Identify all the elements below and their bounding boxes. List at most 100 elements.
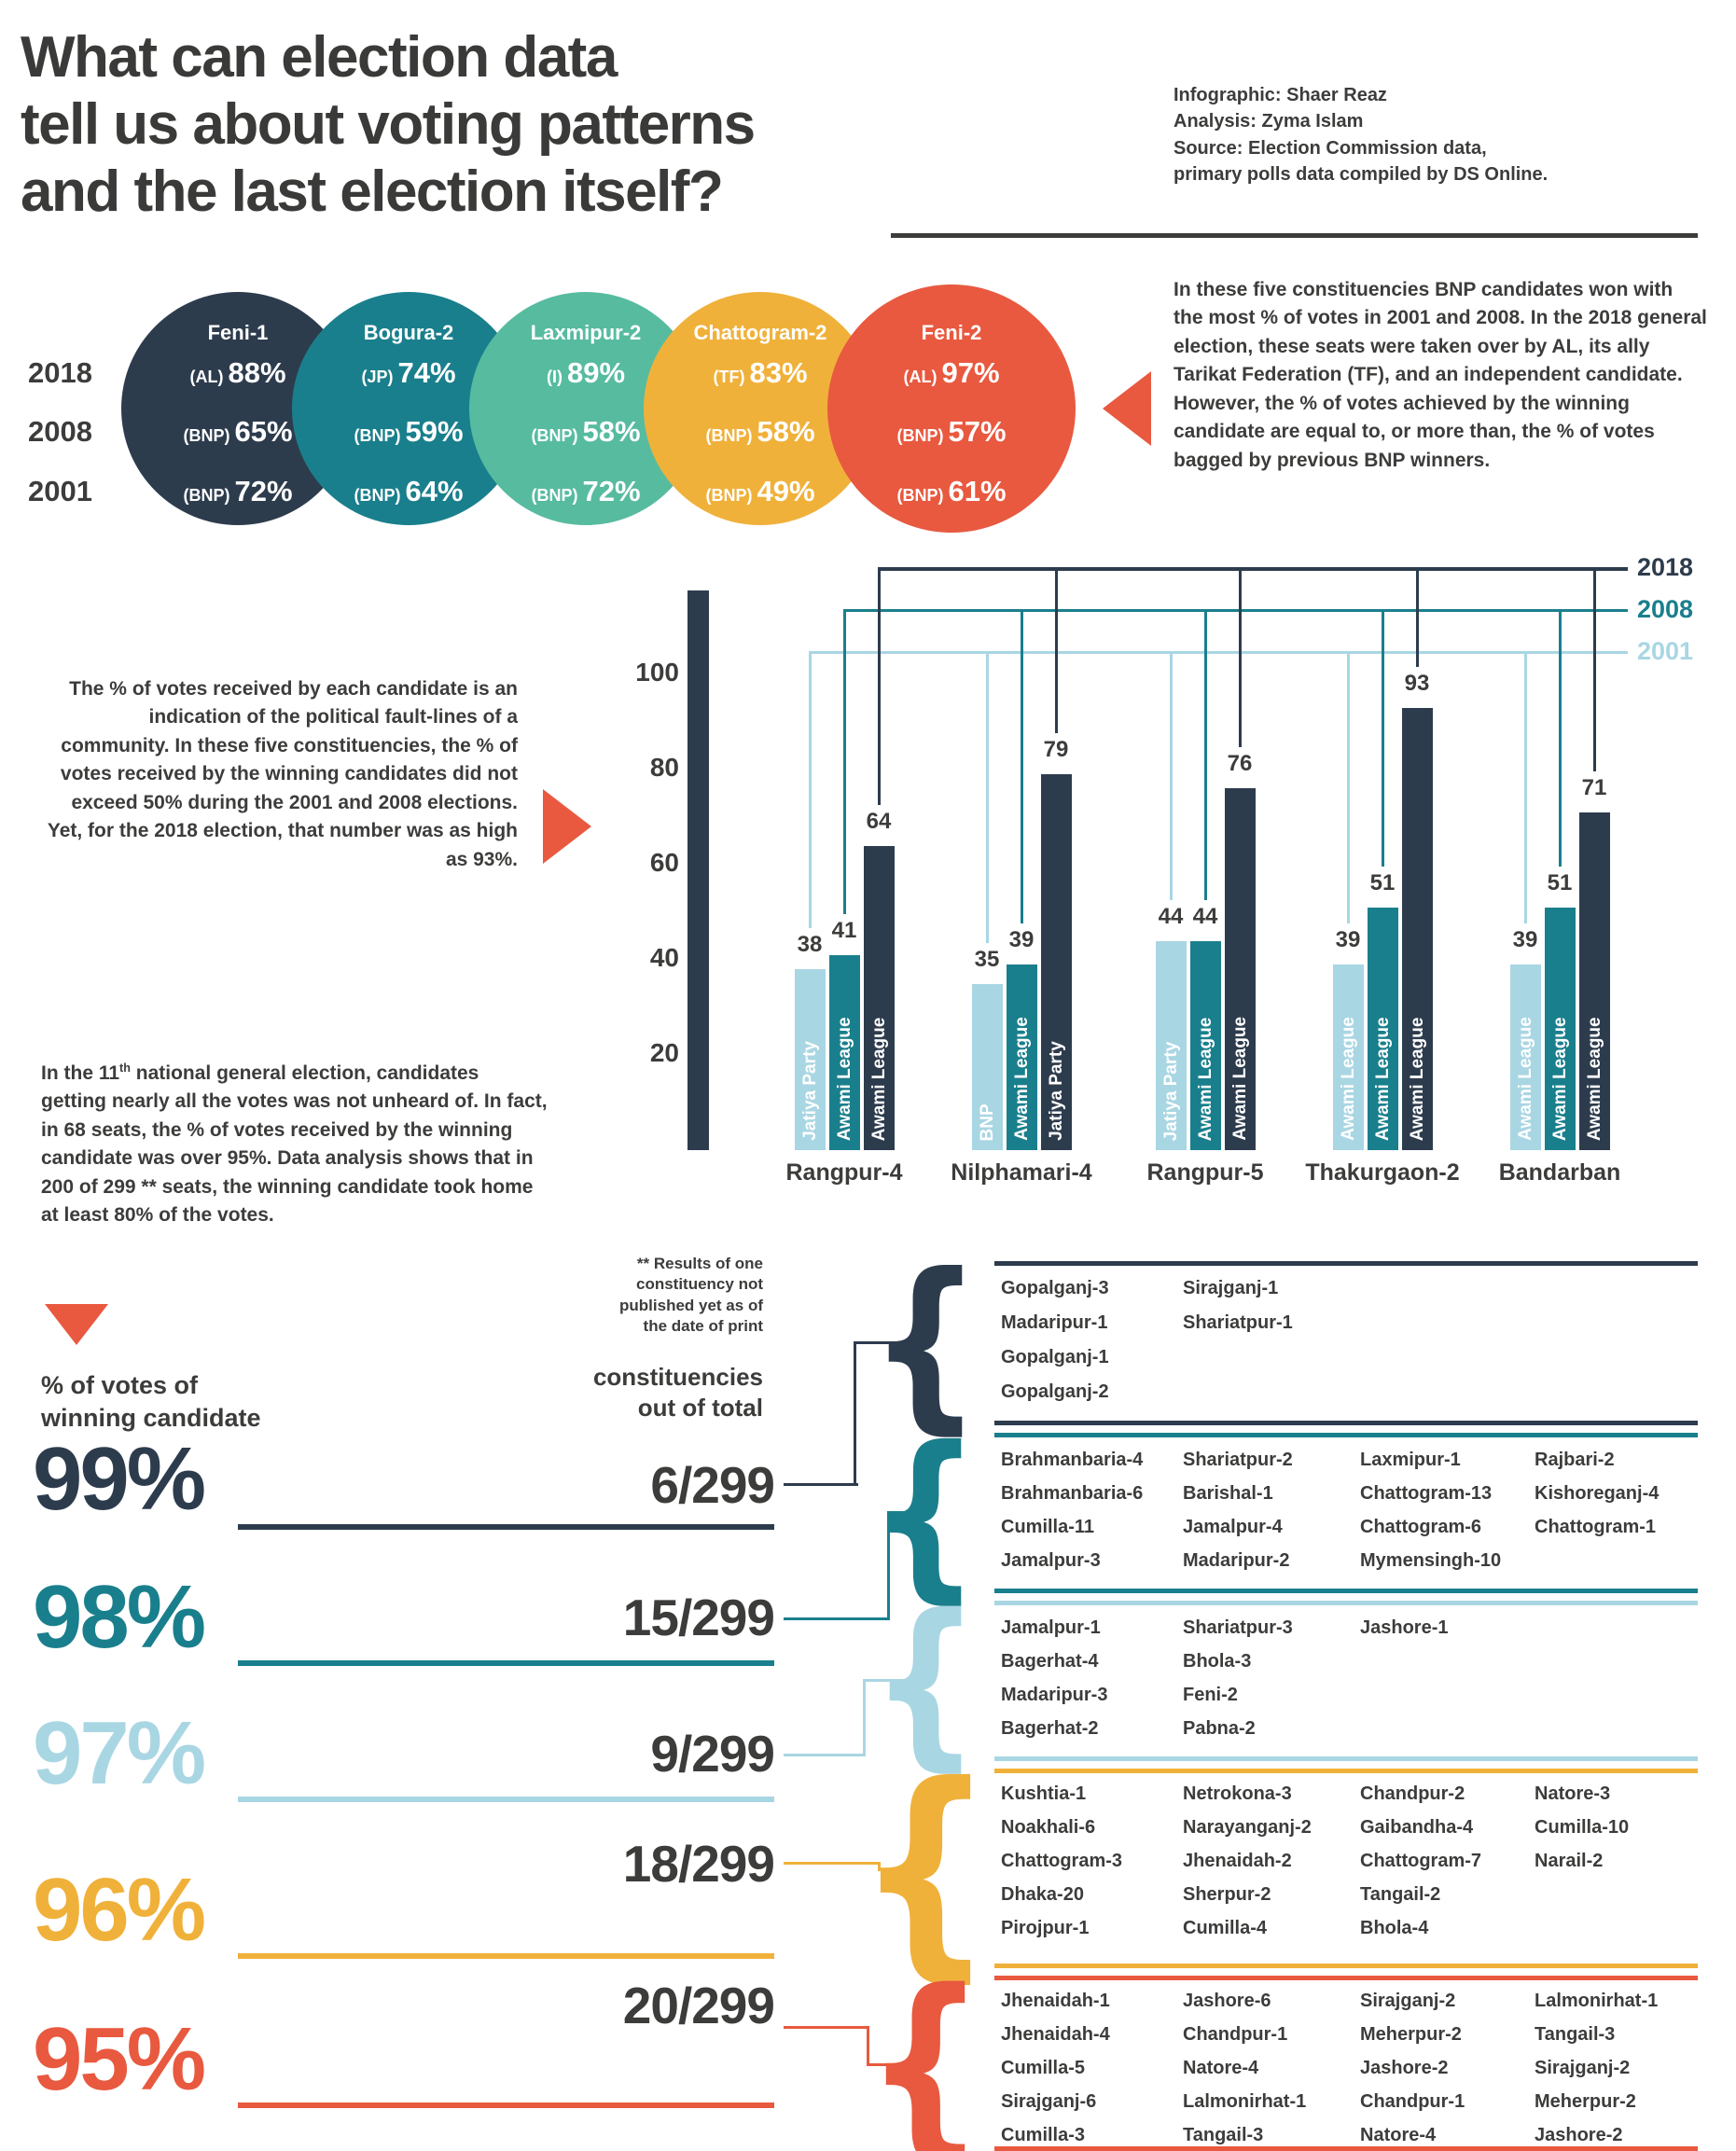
constituency-item: Jhenaidah-1 bbox=[1001, 1991, 1110, 2011]
y-axis-tick-100: 100 bbox=[635, 658, 679, 687]
bar-party-label: Jatiya Party bbox=[1160, 1041, 1181, 1141]
party-code: (BNP) bbox=[531, 486, 583, 505]
block-rule bbox=[994, 2146, 1698, 2151]
connector-elbow bbox=[784, 2026, 869, 2029]
bar-2001 bbox=[1332, 964, 1364, 1150]
bar-value-label: 44 bbox=[1192, 903, 1218, 929]
constituency-item: Laxmipur-1 bbox=[1360, 1450, 1461, 1470]
constituency-item: Shariatpur-3 bbox=[1183, 1617, 1293, 1638]
constituency-item: Madaripur-2 bbox=[1183, 1550, 1290, 1571]
brace-icon: { bbox=[864, 1946, 987, 2151]
party-code: (TF) bbox=[713, 368, 750, 386]
circle-result-row: (TF) 83% bbox=[644, 356, 877, 390]
party-code: (BNP) bbox=[183, 486, 235, 505]
constituency-item: Chattogram-3 bbox=[1001, 1851, 1123, 1871]
constituency-item: Cumilla-10 bbox=[1535, 1817, 1630, 1838]
constituency-item: Meherpur-2 bbox=[1360, 2024, 1462, 2045]
connector-line-2018 bbox=[877, 567, 881, 805]
block-rule bbox=[994, 1261, 1698, 1266]
constituency-item: Meherpur-2 bbox=[1535, 2091, 1636, 2112]
bar-party-label: Awami League bbox=[1338, 1017, 1358, 1141]
connector-line-2018 bbox=[1238, 567, 1242, 748]
bar-party-label: Awami League bbox=[1372, 1017, 1393, 1141]
circle-result-row: (AL) 97% bbox=[827, 356, 1076, 390]
connector-line-2008 bbox=[1381, 609, 1384, 867]
constituency-item: Sirajganj-2 bbox=[1535, 2058, 1631, 2078]
constituency-item: Sirajganj-6 bbox=[1001, 2091, 1097, 2112]
vote-percentage: 58% bbox=[757, 415, 815, 448]
bar-2001 bbox=[971, 983, 1003, 1150]
constituency-item: Gopalganj-2 bbox=[1001, 1381, 1109, 1402]
constituency-item: Madaripur-1 bbox=[1001, 1312, 1108, 1333]
constituency-item: Natore-4 bbox=[1360, 2125, 1437, 2145]
left-arrow-icon bbox=[1103, 371, 1151, 446]
connector-line-2001 bbox=[808, 651, 812, 929]
brace-icon: { bbox=[855, 1735, 995, 2002]
party-code: (BNP) bbox=[705, 426, 757, 445]
bar-value-label: 35 bbox=[974, 946, 1000, 972]
connector-elbow bbox=[887, 1511, 924, 1514]
constituency-item: Feni-2 bbox=[1183, 1685, 1238, 1705]
constituency-item: Pirojpur-1 bbox=[1001, 1918, 1090, 1938]
count-label: 15/299 bbox=[622, 1589, 775, 1646]
bar-2008 bbox=[1189, 940, 1221, 1150]
bar-value-label: 44 bbox=[1158, 903, 1184, 929]
pct-label-96: 96% bbox=[33, 1860, 206, 1960]
legend-line-2018 bbox=[877, 567, 1628, 571]
bar-value-label: 39 bbox=[1008, 927, 1035, 953]
vote-percentage: 65% bbox=[234, 415, 293, 448]
constituency-item: Rajbari-2 bbox=[1535, 1450, 1615, 1470]
legend-label-2008: 2008 bbox=[1637, 595, 1694, 623]
bar-value-label: 39 bbox=[1335, 927, 1361, 953]
constituency-item: Chattogram-7 bbox=[1360, 1851, 1482, 1871]
bar-value-label: 79 bbox=[1043, 737, 1069, 763]
vote-percentage: 97% bbox=[941, 356, 1000, 389]
bar-value-label: 51 bbox=[1547, 869, 1573, 895]
block-rule bbox=[994, 1433, 1698, 1437]
bar-2018 bbox=[1578, 812, 1610, 1150]
party-code: (AL) bbox=[903, 368, 942, 386]
vote-percentage: 89% bbox=[566, 356, 626, 389]
vote-percentage: 83% bbox=[749, 356, 808, 389]
connector-elbow bbox=[867, 2026, 869, 2066]
bar-2008 bbox=[1367, 907, 1398, 1150]
pct-underline bbox=[238, 1953, 774, 1959]
category-label: Rangpur-5 bbox=[1146, 1159, 1264, 1186]
credit-line-source-1: Source: Election Commission data, bbox=[1174, 137, 1487, 159]
pct-label-97: 97% bbox=[33, 1703, 206, 1803]
constituency-item: Cumilla-5 bbox=[1001, 2058, 1086, 2078]
constituency-item: Jashore-2 bbox=[1360, 2058, 1449, 2078]
bar-party-label: Awami League bbox=[868, 1017, 889, 1141]
block-rule bbox=[994, 1601, 1698, 1605]
block-rule bbox=[994, 1589, 1698, 1593]
pct-label-95: 95% bbox=[33, 2009, 206, 2109]
connector-elbow bbox=[887, 1511, 890, 1620]
circle-result-row: (I) 89% bbox=[469, 356, 702, 390]
vote-percentage: 57% bbox=[948, 415, 1007, 448]
constituency-circle-bogura-2: Bogura-2 (JP) 74% (BNP) 59% (BNP) 64% bbox=[292, 292, 525, 525]
y-axis-tick-80: 80 bbox=[649, 753, 679, 782]
vote-percentage: 72% bbox=[582, 475, 641, 507]
bar-2001 bbox=[794, 969, 826, 1150]
circle-title: Bogura-2 bbox=[363, 321, 454, 344]
bar-party-label: Awami League bbox=[1549, 1017, 1570, 1141]
circle-result-row: (BNP) 64% bbox=[292, 475, 525, 508]
bar-2008 bbox=[828, 954, 860, 1150]
connector-elbow bbox=[867, 2063, 924, 2066]
title-line-1: What can election data bbox=[21, 25, 618, 90]
block-rule bbox=[994, 1769, 1698, 1773]
pct-label-99: 99% bbox=[33, 1429, 206, 1529]
category-label: Rangpur-4 bbox=[785, 1159, 903, 1186]
bar-party-label: BNP bbox=[977, 1103, 997, 1141]
bar-party-label: Jatiya Party bbox=[799, 1041, 820, 1141]
constituency-item: Chandpur-1 bbox=[1360, 2091, 1465, 2112]
party-code: (AL) bbox=[189, 368, 229, 386]
y-axis-tick-20: 20 bbox=[649, 1038, 679, 1067]
bar-value-label: 64 bbox=[866, 808, 892, 834]
down-arrow-icon bbox=[45, 1304, 108, 1345]
connector-elbow bbox=[878, 1862, 881, 1871]
party-code: (BNP) bbox=[705, 486, 757, 505]
party-code: (I) bbox=[546, 368, 567, 386]
bar-value-label: 76 bbox=[1227, 751, 1253, 777]
credits-block: Infographic: Shaer Reaz Analysis: Zyma I… bbox=[1174, 82, 1548, 188]
